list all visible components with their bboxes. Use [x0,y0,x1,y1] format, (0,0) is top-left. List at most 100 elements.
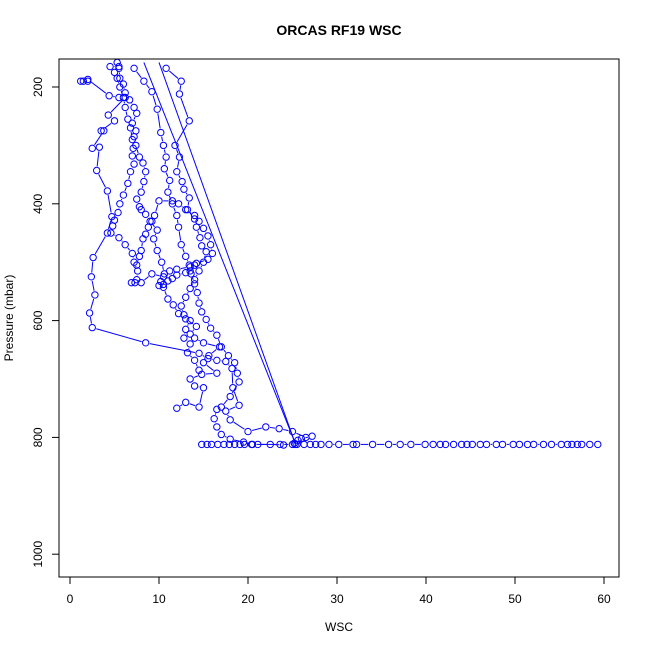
data-point [155,281,163,290]
series-segment [90,298,95,310]
data-point [186,375,194,383]
data-point [76,77,85,85]
series-segment [164,291,167,296]
x-tick-label: 60 [597,592,611,606]
series-segment [155,274,160,277]
data-point [140,177,148,186]
data-point [173,167,181,176]
series-segment [191,283,194,285]
data-point [594,440,602,449]
data-point [95,143,104,151]
x-tick-label: 10 [152,592,166,606]
data-point [198,242,206,250]
data-point [159,141,168,150]
data-point [204,354,212,363]
series-segment [165,172,169,177]
data-point [88,323,96,332]
data-point [116,74,124,82]
data-point [126,124,135,132]
data-point [311,440,320,449]
series-segment [107,195,112,213]
data-point [384,440,393,449]
series-segment [125,111,128,116]
data-point [240,440,249,449]
data-point [155,197,163,205]
data-point [114,208,122,217]
data-point [396,440,404,449]
data-point [199,358,208,367]
series-segment [217,338,221,344]
data-point [180,334,188,342]
data-point [228,364,236,373]
series-segment [231,372,234,384]
series-segment [283,429,289,432]
series-segment [223,399,228,405]
data-point [85,309,94,317]
data-point [135,203,144,211]
data-point [103,187,112,195]
data-point [93,166,101,175]
series-segment [199,391,204,404]
y-tick-label: 800 [31,427,45,447]
data-point [222,357,230,366]
data-point [182,315,190,323]
series-segment [178,231,182,241]
data-point [109,222,117,230]
data-point [141,210,150,219]
series-segment [155,204,159,212]
data-point [288,427,297,436]
data-point [254,440,262,449]
data-point [198,308,206,316]
data-point [206,324,215,332]
series-segment [177,161,180,168]
series-segment [181,206,183,208]
data-point [182,252,190,261]
data-point [159,283,168,292]
data-point [235,401,243,409]
data-point [87,273,96,281]
data-point [165,267,174,275]
data-point [185,117,193,125]
x-axis: 0 10 20 30 40 50 60 [67,576,611,606]
data-point [182,205,190,214]
series-segment [94,134,102,146]
series-segment [202,355,205,357]
data-point [213,423,221,431]
data-point [88,144,96,153]
data-point [190,276,199,284]
series-segment [91,261,94,273]
data-point [217,403,226,411]
data-point [148,87,156,96]
data-point [186,340,194,348]
data-point [226,435,234,443]
series-segment [235,366,237,370]
series-segment [141,185,144,189]
data-point [407,440,415,449]
x-axis-label: WSC [325,620,353,634]
data-point [175,90,184,98]
data-point [192,259,201,268]
data-point [349,440,357,449]
data-point [124,179,132,188]
series-segment [96,328,142,343]
series-segment [154,242,157,247]
data-point [160,165,169,173]
series-segment [193,375,199,378]
series-segment [189,355,193,358]
data-point [97,127,105,135]
data-point [115,62,123,71]
data-point [266,440,274,449]
y-axis-label: Pressure (mbar) [2,275,16,362]
data-point [183,349,192,357]
data-point [225,440,234,449]
series-segment [185,192,188,195]
data-point [148,217,156,226]
x-tick-label: 20 [241,592,255,606]
data-point [119,93,128,102]
data-point [135,153,144,161]
data-point [168,274,177,283]
data-point [133,195,141,203]
data-point [116,83,124,91]
series-segment [173,207,176,212]
data-point [199,224,208,233]
